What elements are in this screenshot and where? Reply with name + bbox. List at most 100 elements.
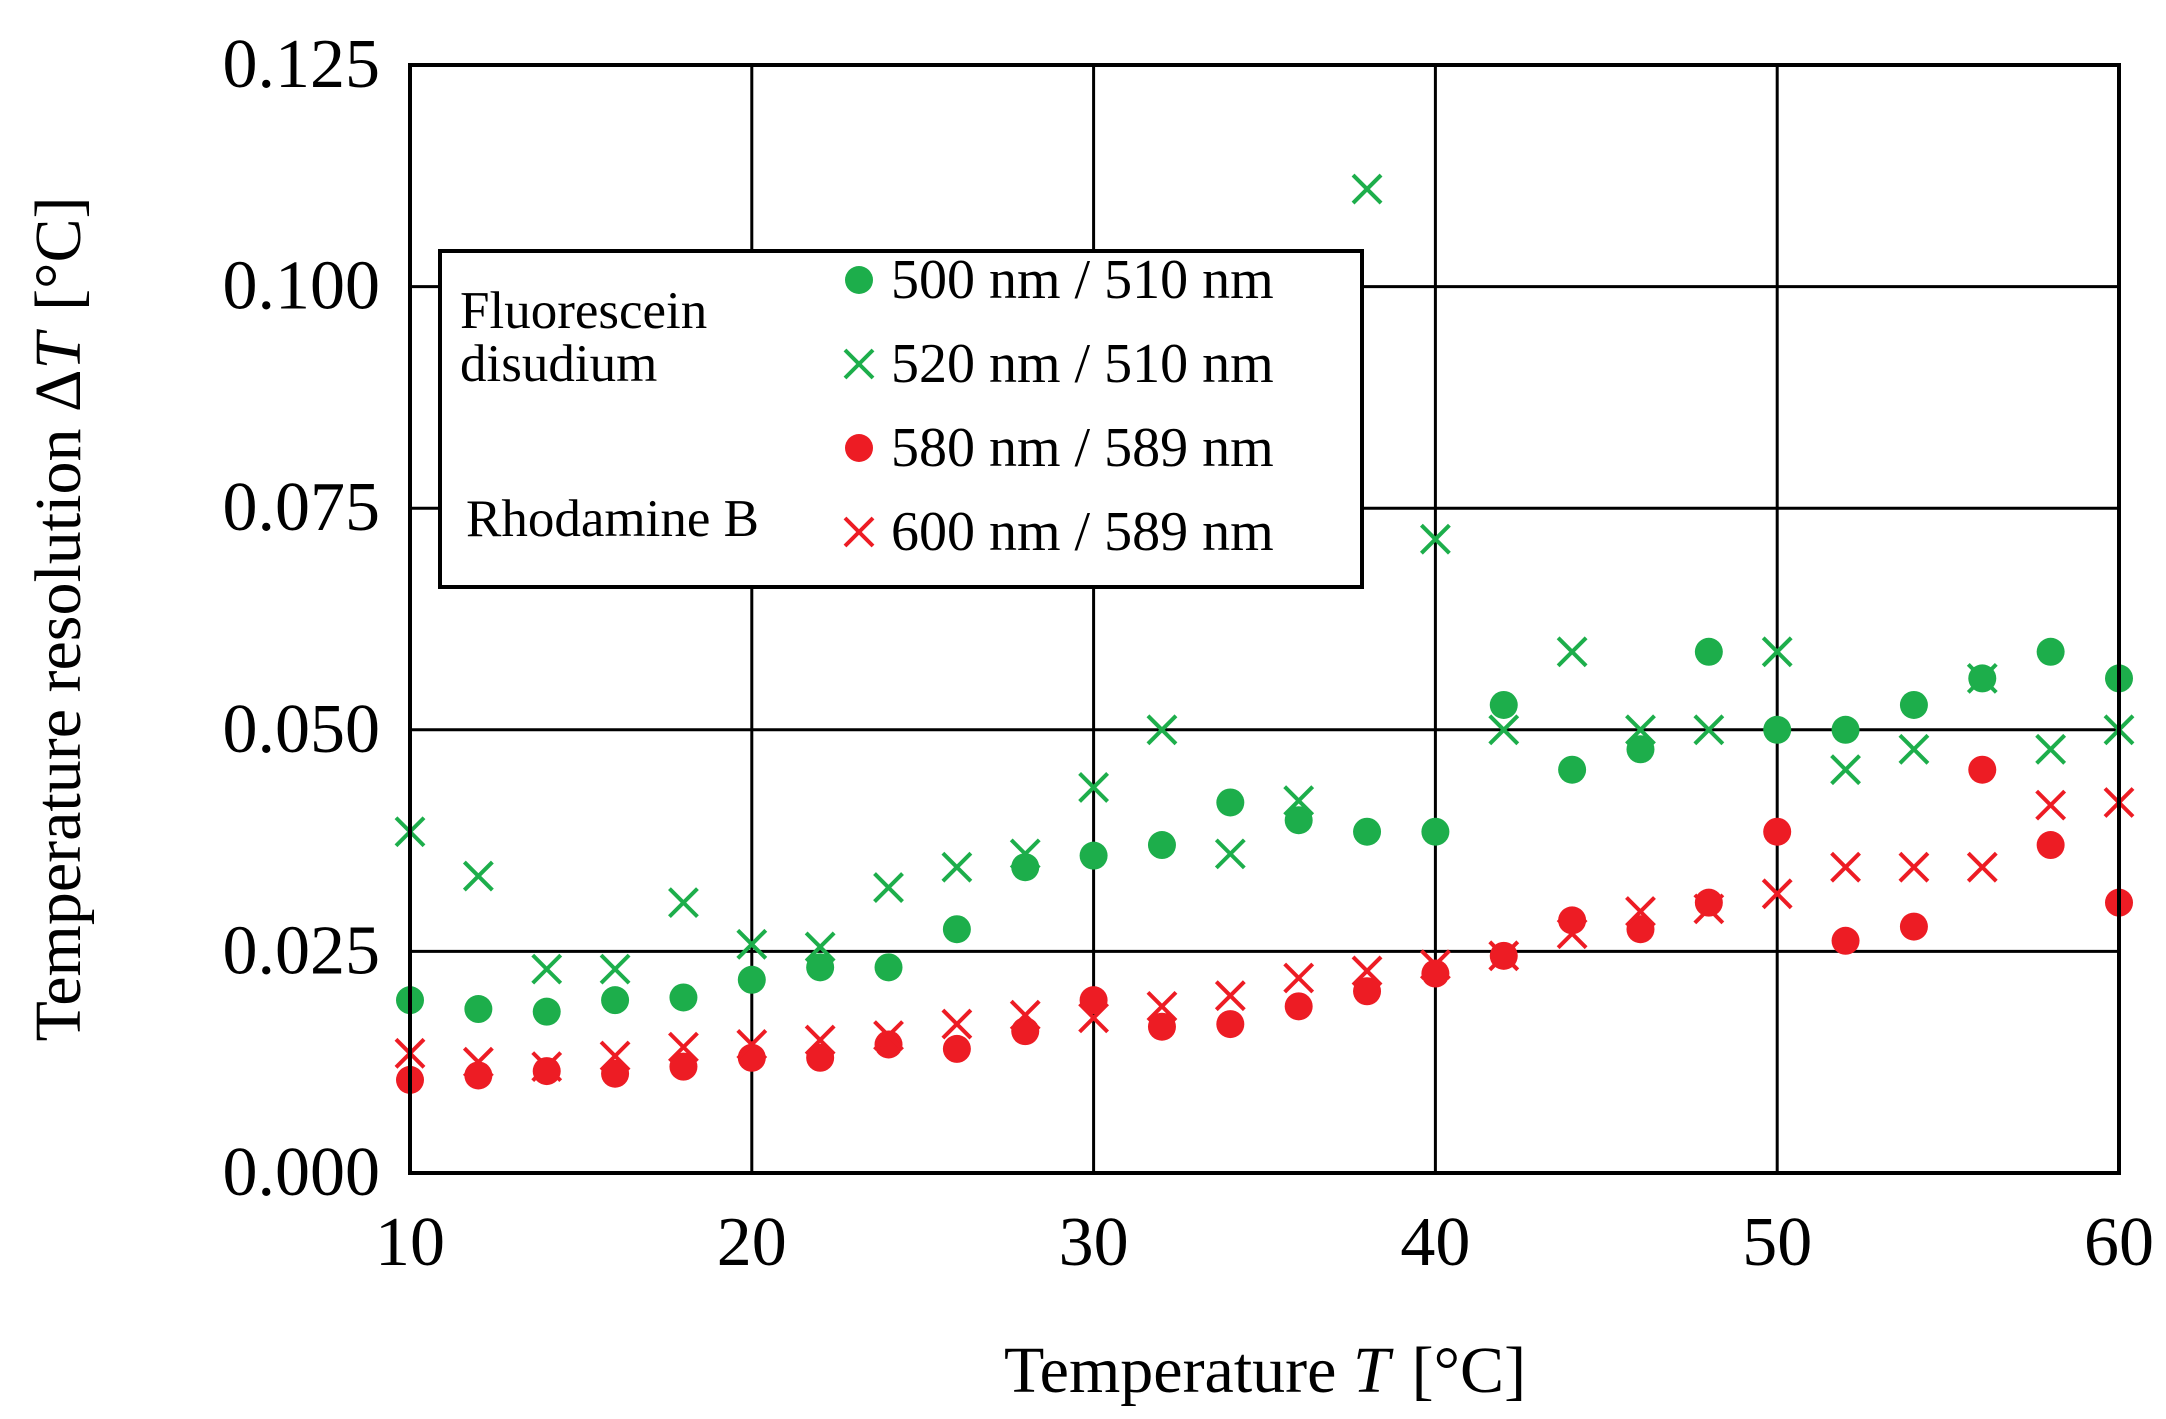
data-point-520-nm-510-nm [1761, 636, 1793, 668]
legend-group-rhodamine: Rhodamine B [466, 490, 759, 548]
data-point-520-nm-510-nm [804, 931, 836, 963]
data-point-600-nm-589-nm-stroke-b [668, 1031, 699, 1063]
data-point-580-nm-589-nm [1079, 986, 1108, 1015]
data-point-500-nm-510-nm [1353, 817, 1382, 846]
x-axis-label-symbol: T [1353, 1334, 1394, 1407]
data-point-520-nm-510-nm [1830, 754, 1861, 786]
data-point-600-nm-589-nm-stroke-b [462, 1046, 494, 1078]
data-point-520-nm-510-nm-stroke-b [1966, 662, 1998, 694]
data-point-500-nm-510-nm [1899, 690, 1928, 719]
data-point-500-nm-510-nm [942, 915, 971, 944]
data-point-520-nm-510-nm [1488, 714, 1520, 746]
data-point-600-nm-589-nm-stroke-b [1078, 1002, 1110, 1034]
series-600-nm-589-nm [394, 787, 2135, 1083]
data-point-520-nm-510-nm-stroke-b [1214, 838, 1246, 870]
data-point-580-nm-589-nm [1626, 915, 1655, 944]
data-point-520-nm-510-nm-stroke-b [531, 953, 563, 985]
y-tick-label: 0.100 [223, 248, 381, 325]
y-tick-label: 0.025 [223, 912, 381, 989]
data-point-600-nm-589-nm-stroke-b [2035, 789, 2067, 821]
data-point-580-nm-589-nm [1831, 926, 1860, 955]
data-point-580-nm-589-nm [1558, 906, 1587, 935]
legend-entry-600-nm-589-nm: 600 nm / 589 nm [843, 501, 1274, 563]
x-axis-label-text: Temperature [1004, 1334, 1353, 1407]
data-point-500-nm-510-nm [464, 995, 493, 1024]
data-point-520-nm-510-nm [736, 928, 768, 960]
data-point-600-nm-589-nm [531, 1051, 563, 1083]
legend: Fluorescein disudium Rhodamine B 500 nm … [438, 249, 1364, 589]
data-point-500-nm-510-nm [1421, 817, 1450, 846]
data-point-500-nm-510-nm [737, 965, 766, 994]
legend-group-fluorescein-line2: disudium [460, 335, 657, 393]
data-point-500-nm-510-nm [1216, 788, 1245, 817]
legend-entry-580-nm-589-nm: 580 nm / 589 nm [845, 417, 1274, 479]
series-580-nm-589-nm [396, 755, 2133, 1094]
y-tick-label: 0.050 [223, 691, 381, 768]
data-point-600-nm-589-nm [873, 1020, 904, 1052]
data-point-600-nm-589-nm-stroke-b [1898, 851, 1930, 883]
data-point-600-nm-589-nm [1146, 990, 1178, 1022]
data-point-520-nm-510-nm-stroke-b [2035, 733, 2067, 765]
legend-entry-500-nm-510-nm: 500 nm / 510 nm [845, 249, 1274, 311]
legend-group-fluorescein: Fluorescein disudium [460, 282, 721, 393]
data-point-600-nm-589-nm-stroke-b [873, 1020, 904, 1052]
data-point-580-nm-589-nm [1147, 1012, 1176, 1041]
data-point-600-nm-589-nm-stroke-b [1351, 955, 1383, 987]
data-point-600-nm-589-nm-stroke-b [531, 1051, 563, 1083]
data-point-600-nm-589-nm [1693, 893, 1725, 925]
data-point-500-nm-510-nm [1011, 853, 1040, 882]
x-tick-label: 20 [717, 1204, 787, 1281]
data-point-600-nm-589-nm [1419, 949, 1451, 981]
data-point-520-nm-510-nm-stroke-b [599, 953, 631, 985]
data-point-500-nm-510-nm [1284, 806, 1313, 835]
data-point-600-nm-589-nm [1078, 1002, 1110, 1034]
data-point-600-nm-589-nm [736, 1029, 768, 1060]
legend-group-fluorescein-line1: Fluorescein [460, 282, 707, 340]
legend-label-520-nm-510-nm: 520 nm / 510 nm [891, 333, 1274, 395]
data-point-600-nm-589-nm-stroke-b [804, 1024, 836, 1056]
data-point-580-nm-589-nm [532, 1057, 561, 1086]
data-point-600-nm-589-nm [941, 1008, 973, 1040]
y-tick-label: 0.075 [223, 469, 381, 546]
data-point-520-nm-510-nm [1625, 714, 1656, 746]
data-point-520-nm-510-nm-stroke-b [873, 872, 904, 903]
series-500-nm-510-nm [396, 637, 2133, 1026]
legend-label-580-nm-589-nm: 580 nm / 589 nm [891, 417, 1274, 479]
data-point-520-nm-510-nm-stroke-b [1419, 523, 1451, 555]
data-point-500-nm-510-nm [1558, 755, 1587, 784]
data-point-600-nm-589-nm [599, 1040, 631, 1072]
data-point-600-nm-589-nm-stroke-b [1966, 851, 1998, 883]
data-point-520-nm-510-nm-stroke-b [1078, 772, 1110, 803]
data-point-600-nm-589-nm [804, 1024, 836, 1056]
data-point-520-nm-510-nm-stroke-b [1556, 636, 1588, 668]
data-point-580-nm-589-nm [737, 1043, 766, 1072]
data-point-520-nm-510-nm-stroke-b [668, 887, 699, 919]
y-axis-ticks: 0.000 0.025 0.050 0.075 0.100 0.125 [223, 26, 381, 1211]
data-point-600-nm-589-nm-stroke-b [1419, 949, 1451, 981]
legend-entry-520-nm-510-nm: 520 nm / 510 nm [843, 333, 1274, 395]
data-point-580-nm-589-nm [1216, 1010, 1245, 1039]
legend-label-500-nm-510-nm: 500 nm / 510 nm [891, 249, 1274, 311]
data-point-600-nm-589-nm [1351, 955, 1383, 987]
data-point-520-nm-510-nm [1283, 785, 1315, 817]
data-point-500-nm-510-nm [874, 953, 903, 982]
data-point-500-nm-510-nm [1147, 831, 1176, 860]
data-point-520-nm-510-nm [1009, 838, 1041, 870]
series-520-nm-510-nm [394, 173, 2135, 985]
data-point-520-nm-510-nm [599, 953, 631, 985]
data-point-500-nm-510-nm [806, 953, 835, 982]
data-point-520-nm-510-nm [531, 953, 563, 985]
legend-marker-600-nm-589-nm-stroke-b [843, 516, 875, 548]
data-point-500-nm-510-nm [1626, 735, 1655, 764]
data-point-520-nm-510-nm [1351, 173, 1383, 205]
data-point-520-nm-510-nm-stroke-b [1625, 714, 1656, 746]
data-point-520-nm-510-nm [873, 872, 904, 903]
data-point-580-nm-589-nm [1353, 977, 1382, 1006]
data-point-600-nm-589-nm [2035, 789, 2067, 821]
data-point-520-nm-510-nm [668, 887, 699, 919]
data-point-600-nm-589-nm [1488, 940, 1520, 972]
data-point-580-nm-589-nm [1284, 992, 1313, 1021]
data-point-600-nm-589-nm-stroke-b [1283, 962, 1315, 994]
data-point-520-nm-510-nm-stroke-b [1351, 173, 1383, 205]
